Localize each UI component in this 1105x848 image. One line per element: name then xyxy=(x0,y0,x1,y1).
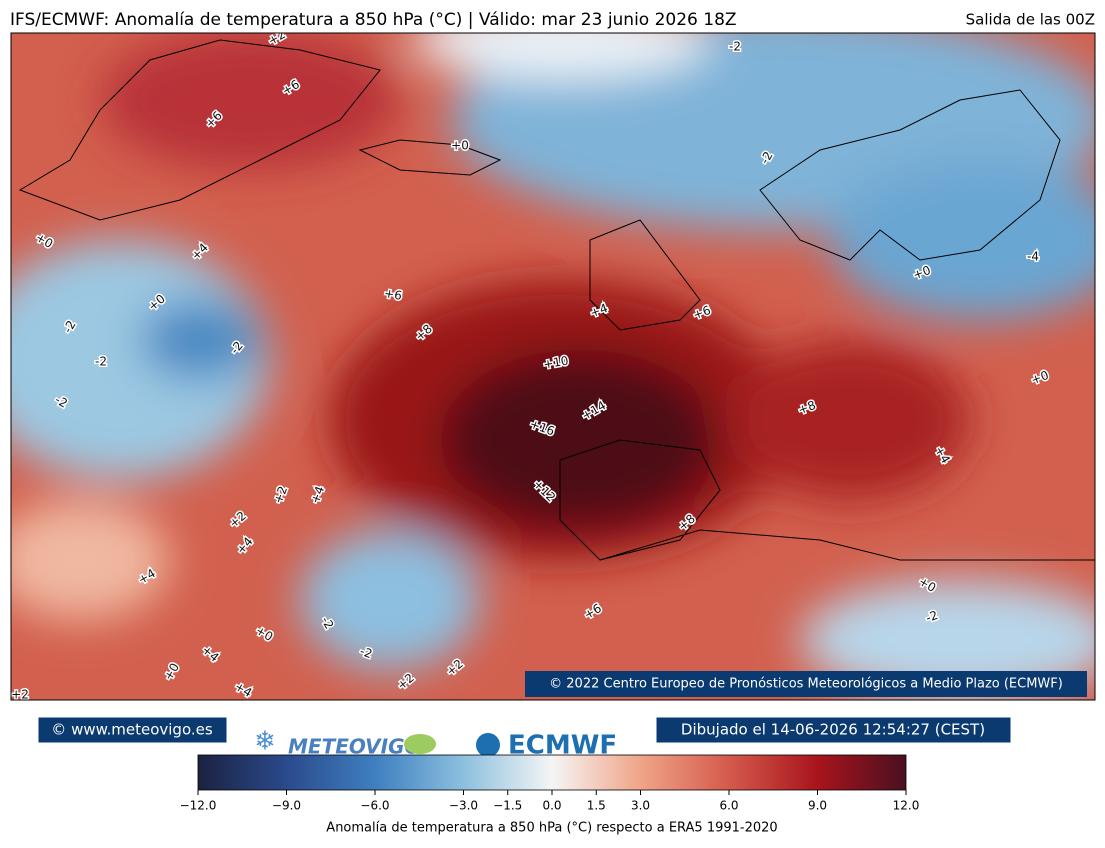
colorbar-tick-label: 6.0 xyxy=(719,799,738,813)
contour-label: +4 xyxy=(588,301,609,320)
contour-label: -2 xyxy=(729,40,741,54)
colorbar-tick-label: −3.0 xyxy=(449,799,478,813)
colorbar-tick-label: 9.0 xyxy=(808,799,827,813)
colorbar-tick-label: −12.0 xyxy=(180,799,217,813)
snowflake-icon: ❄ xyxy=(254,727,276,757)
logo-meteovigo: METEOVIGO xyxy=(288,735,422,759)
contour-label: -2 xyxy=(95,355,107,369)
colorbar-tick-label: 1.5 xyxy=(587,799,606,813)
run-time: Salida de las 00Z xyxy=(966,11,1095,29)
contour-label: +0 xyxy=(911,263,932,282)
title: IFS/ECMWF: Anomalía de temperatura a 850… xyxy=(10,10,737,30)
colorbar-label: Anomalía de temperatura a 850 hPa (°C) r… xyxy=(326,821,777,836)
colorbar-tick-label: −1.5 xyxy=(493,799,522,813)
map: +2+6+6-2+0-2+0 +4+0-4+6+0-2+4 +6+8-2-2 +10+… xyxy=(11,33,1095,702)
website-box xyxy=(37,716,228,744)
colorbar-tick-label: −9.0 xyxy=(272,799,301,813)
contour-label: +2 xyxy=(11,688,29,702)
contour-label: +0 xyxy=(451,139,469,153)
contour-label: +6 xyxy=(383,286,403,303)
copyright: © 2022 Centro Europeo de Pronósticos Met… xyxy=(549,677,1063,692)
colorbar-tick-label: 3.0 xyxy=(631,799,650,813)
drawn-box xyxy=(655,716,1012,744)
copyright-box xyxy=(525,671,1087,697)
contour-label: -4 xyxy=(1027,250,1039,264)
colorbar-tick-label: −6.0 xyxy=(360,799,389,813)
drawn-time: Dibujado el 14-06-2026 12:54:27 (CEST) xyxy=(681,721,985,739)
colorbar-tick-label: 0.0 xyxy=(542,799,561,813)
colorbar-tick-label: 12.0 xyxy=(893,799,920,813)
contour-label: +10 xyxy=(542,353,569,371)
map-frame xyxy=(10,32,1096,701)
colorbar xyxy=(197,754,907,791)
website: © www.meteovigo.es xyxy=(51,721,213,739)
ecmwf-icon xyxy=(476,733,500,757)
leaf-icon xyxy=(404,734,436,754)
